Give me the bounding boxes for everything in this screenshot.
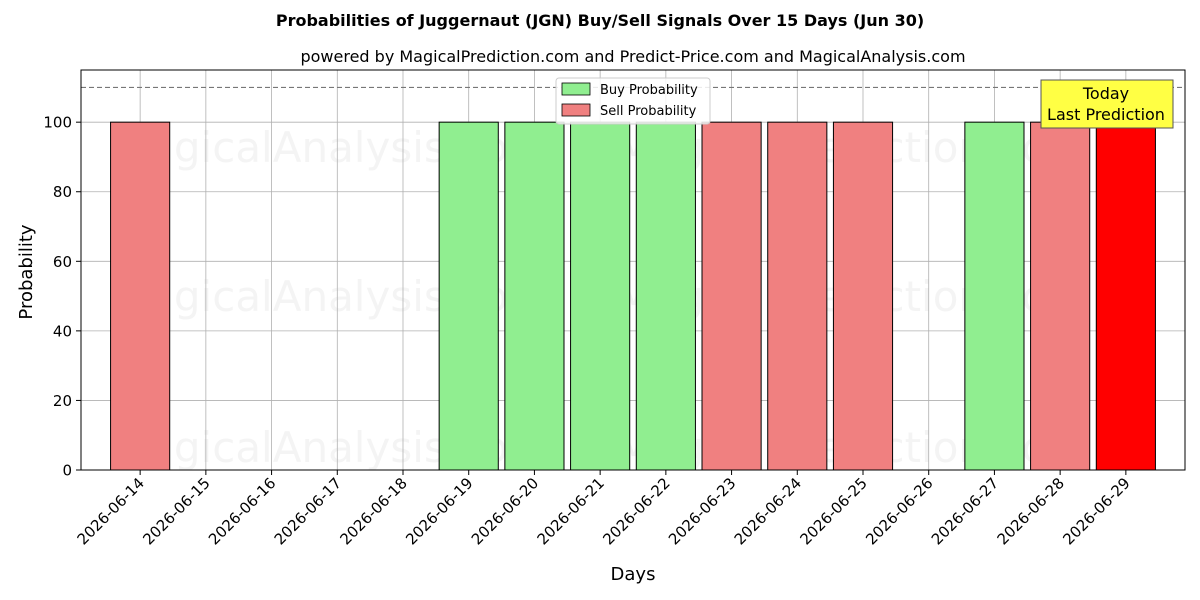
x-tick-label-2026-06-25: 2026-06-25 (796, 474, 870, 548)
x-axis: 2026-06-142026-06-152026-06-162026-06-17… (74, 470, 1134, 548)
x-tick-label-2026-06-23: 2026-06-23 (665, 474, 739, 548)
x-axis-label: Days (611, 564, 656, 585)
legend-swatch-buy (561, 82, 591, 96)
legend-label-sell: Sell Probability (600, 104, 697, 119)
chart-subtitle: powered by MagicalPrediction.com and Pre… (300, 47, 965, 66)
x-tick-label-2026-06-18: 2026-06-18 (336, 474, 410, 548)
bar-sell-2026-06-23 (701, 121, 762, 471)
bar-buy-2026-06-21 (570, 121, 631, 471)
today-annotation-line2: Last Prediction (1047, 105, 1165, 124)
x-tick-label-2026-06-29: 2026-06-29 (1059, 474, 1133, 548)
legend: Buy Probability Sell Probability (555, 77, 711, 125)
y-tick-label-40: 40 (53, 322, 72, 340)
y-tick-label-60: 60 (53, 253, 72, 271)
y-tick-label-100: 100 (43, 114, 72, 132)
y-tick-label-20: 20 (53, 392, 72, 410)
today-annotation: Today Last Prediction (1040, 79, 1174, 129)
legend-swatch-sell (561, 103, 591, 117)
bar-buy-2026-06-27 (964, 121, 1025, 471)
bar-buy-2026-06-22 (635, 121, 696, 471)
y-tick-label-80: 80 (53, 183, 72, 201)
x-tick-label-2026-06-15: 2026-06-15 (139, 474, 213, 548)
bar-sell-2026-06-24 (767, 121, 828, 471)
legend-label-buy: Buy Probability (600, 83, 698, 98)
x-tick-label-2026-06-27: 2026-06-27 (928, 474, 1002, 548)
today-annotation-line1: Today (1082, 84, 1129, 103)
x-tick-label-2026-06-28: 2026-06-28 (994, 474, 1068, 548)
y-tick-label-0: 0 (62, 462, 72, 480)
bar-sell-2026-06-25 (832, 121, 894, 471)
bar-sell-2026-06-28 (1030, 121, 1091, 471)
x-tick-label-2026-06-20: 2026-06-20 (468, 474, 542, 548)
y-axis: 0 20 40 60 80 100 (43, 114, 81, 480)
bars-group (110, 121, 1156, 471)
x-tick-label-2026-06-21: 2026-06-21 (534, 474, 608, 548)
bar-buy-2026-06-20 (504, 121, 565, 471)
x-tick-label-2026-06-17: 2026-06-17 (271, 474, 345, 548)
bar-sell-2026-06-14 (110, 121, 171, 471)
bar-buy-2026-06-19 (438, 121, 499, 471)
x-tick-label-2026-06-14: 2026-06-14 (74, 474, 148, 548)
bar-sell-2026-06-29 (1095, 121, 1156, 471)
x-tick-label-2026-06-16: 2026-06-16 (205, 474, 279, 548)
y-axis-label: Probability (16, 224, 37, 319)
legend-box (555, 77, 711, 125)
x-tick-label-2026-06-19: 2026-06-19 (402, 474, 476, 548)
plot-frame (80, 69, 1186, 471)
x-tick-label-2026-06-24: 2026-06-24 (731, 474, 805, 548)
x-tick-label-2026-06-26: 2026-06-26 (862, 474, 936, 548)
x-tick-label-2026-06-22: 2026-06-22 (599, 474, 673, 548)
today-annotation-box (1040, 79, 1174, 129)
chart-title: Probabilities of Juggernaut (JGN) Buy/Se… (276, 11, 924, 30)
